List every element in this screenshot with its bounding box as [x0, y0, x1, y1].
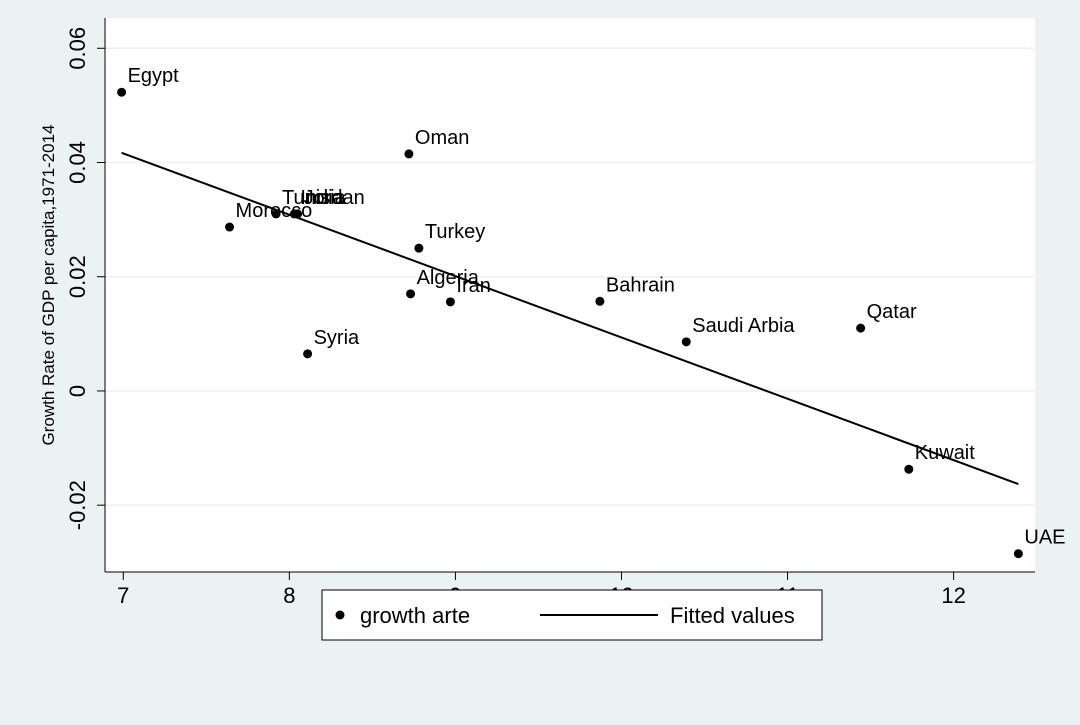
y-axis-title: Growth Rate of GDP per capita,1971-2014 [39, 125, 58, 446]
point [414, 243, 424, 253]
point-label: Syria [314, 327, 360, 349]
point [404, 149, 414, 159]
point-label: Tunisia [282, 187, 347, 209]
fitted-line [121, 151, 1019, 485]
point [1013, 549, 1023, 559]
legend-label: Fitted values [670, 603, 795, 628]
point [445, 297, 455, 307]
point-label: Kuwait [915, 442, 975, 464]
point-label: Saudi Arbia [692, 315, 795, 337]
point [303, 349, 313, 359]
point [117, 87, 127, 97]
point-label: India [300, 187, 344, 209]
point [681, 337, 691, 347]
x-tick-label: 12 [941, 583, 965, 608]
point-label: Qatar [867, 301, 917, 323]
point-label: UAE [1024, 527, 1065, 549]
y-tick-label: 0 [65, 385, 90, 397]
y-tick-label: 0.02 [65, 255, 90, 298]
point-label: Bahrain [606, 274, 675, 296]
point-label: Algeria [417, 267, 480, 289]
point [904, 464, 914, 474]
x-tick-label: 8 [283, 583, 295, 608]
point-label: Jordan [304, 187, 365, 209]
point [856, 323, 866, 333]
point [406, 289, 416, 299]
y-tick-label: 0.04 [65, 141, 90, 184]
legend-label: growth arte [360, 603, 470, 628]
point [595, 296, 605, 306]
y-tick-label: 0.06 [65, 27, 90, 70]
point-label: Oman [415, 127, 469, 149]
x-tick-label: 7 [117, 583, 129, 608]
point-label: Egypt [128, 65, 180, 87]
y-tick-label: -0.02 [65, 480, 90, 530]
point [225, 222, 235, 232]
point-label: Turkey [425, 221, 485, 243]
plot-area [105, 18, 1035, 572]
legend-symbol [335, 610, 345, 620]
